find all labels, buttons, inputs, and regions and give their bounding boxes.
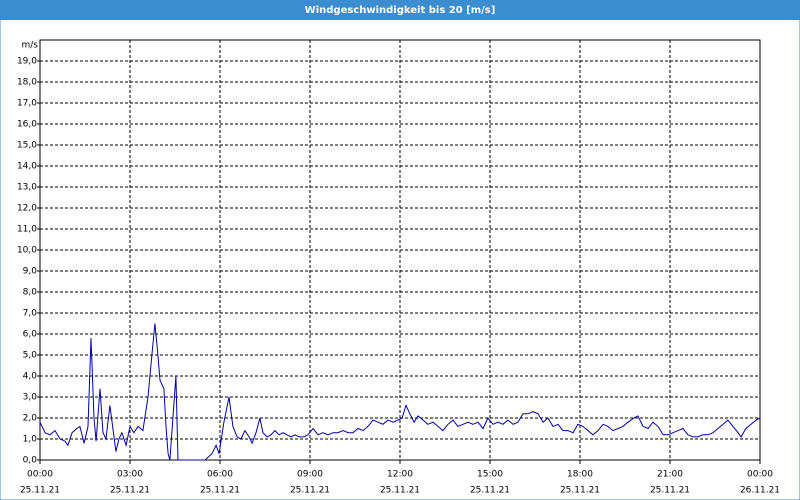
y-tick-label: 1,0	[23, 435, 38, 445]
data-line	[39, 323, 761, 461]
y-tick-label: 12,0	[17, 204, 37, 214]
x-tick-label: 12:00	[387, 470, 413, 480]
x-tick-label: 03:00	[117, 470, 143, 480]
x-tick-date: 25.11.21	[110, 486, 150, 496]
y-tick-label: 14,0	[17, 162, 37, 172]
x-tick-label: 21:00	[657, 470, 683, 480]
x-tick-date: 25.11.21	[200, 486, 240, 496]
x-tick-label: 00:00	[747, 470, 773, 480]
x-tick-label: 00:00	[27, 470, 53, 480]
y-tick-label: 13,0	[17, 183, 37, 193]
y-tick-label: 16,0	[17, 120, 37, 130]
y-tick-label: 19,0	[17, 57, 37, 67]
y-tick-label: 15,0	[17, 141, 37, 151]
y-tick-label: 4,0	[23, 372, 38, 382]
x-tick-date: 25.11.21	[560, 486, 600, 496]
x-tick-date: 25.11.21	[20, 486, 60, 496]
x-tick-date: 25.11.21	[470, 486, 510, 496]
y-tick-label: 0,0	[23, 456, 38, 466]
y-tick-label: 10,0	[17, 246, 37, 256]
title-bar	[0, 0, 800, 20]
y-tick-label: 6,0	[23, 330, 38, 340]
y-tick-label: 18,0	[17, 78, 37, 88]
x-tick-label: 18:00	[567, 470, 593, 480]
plot-border	[39, 39, 761, 461]
x-tick-date: 25.11.21	[290, 486, 330, 496]
x-tick-date: 25.11.21	[380, 486, 420, 496]
x-tick-label: 06:00	[207, 470, 233, 480]
y-tick-label: 11,0	[17, 225, 37, 235]
y-tick-label: 17,0	[17, 99, 37, 109]
y-tick-label: 8,0	[23, 288, 38, 298]
y-tick-label: 9,0	[23, 267, 38, 277]
chart-title: Windgeschwindigkeit bis 20 [m/s]	[305, 5, 496, 16]
y-tick-label: 5,0	[23, 351, 38, 361]
y-axis-label: m/s	[22, 41, 39, 51]
x-tick-date: 25.11.21	[650, 486, 690, 496]
x-tick-label: 15:00	[477, 470, 503, 480]
x-tick-date: 26.11.21	[740, 486, 780, 496]
x-tick-label: 09:00	[297, 470, 323, 480]
y-tick-label: 3,0	[23, 393, 38, 403]
y-tick-label: 2,0	[23, 414, 38, 424]
y-tick-label: 7,0	[23, 309, 38, 319]
